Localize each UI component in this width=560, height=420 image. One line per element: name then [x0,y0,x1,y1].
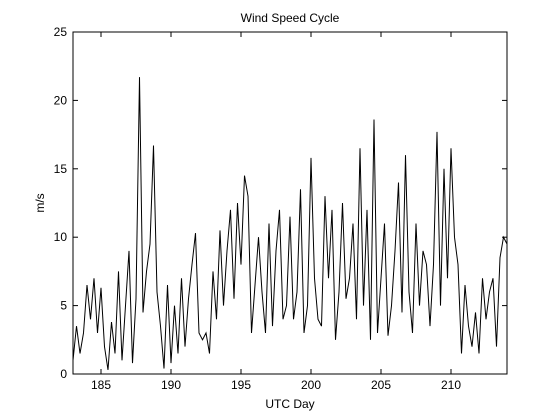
y-tick-label: 25 [54,25,68,39]
y-tick-label: 20 [54,93,68,107]
x-tick-label: 210 [441,378,461,392]
y-tick-label: 5 [60,299,67,313]
y-tick-label: 10 [54,230,68,244]
x-tick-label: 190 [161,378,181,392]
y-tick-label: 0 [60,367,67,381]
x-tick-label: 195 [231,378,251,392]
line-series [72,77,508,370]
x-axis-label: UTC Day [265,397,314,411]
x-tick-label: 185 [91,378,111,392]
plot-frame [72,31,508,375]
x-tick-label: 205 [371,378,391,392]
chart-title: Wind Speed Cycle [241,11,340,25]
x-tick-label: 200 [301,378,321,392]
y-tick-label: 15 [54,162,68,176]
y-axis-label: m/s [33,193,47,212]
